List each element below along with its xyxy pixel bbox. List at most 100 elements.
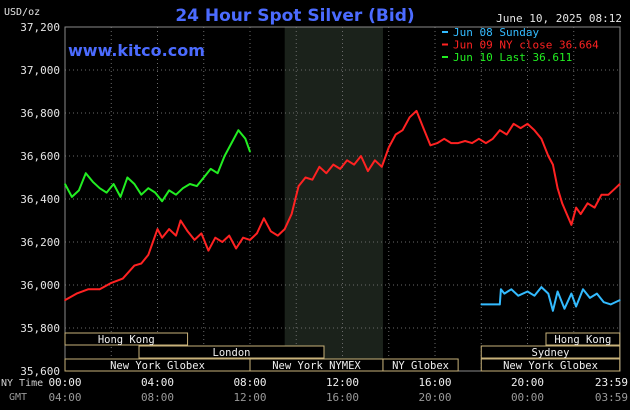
series-point-0: [500, 288, 502, 291]
series-point-1: [353, 163, 355, 166]
x-row-label-ny: NY Time: [1, 378, 43, 389]
series-point-1: [388, 146, 390, 149]
series-point-0: [480, 303, 483, 306]
series-point-2: [244, 138, 247, 140]
x-row-label-gmt: GMT: [9, 392, 27, 403]
series-point-1: [161, 236, 163, 239]
series-point-0: [499, 303, 501, 306]
series-point-2: [64, 183, 66, 185]
series-point-1: [374, 159, 376, 162]
session-label: New York NYMEX: [272, 360, 361, 372]
series-point-1: [242, 236, 244, 239]
series-point-1: [228, 234, 230, 237]
series-point-2: [216, 172, 219, 174]
series-point-1: [297, 185, 300, 187]
series-point-2: [78, 189, 80, 192]
x-tick-label-ny: 20:00: [511, 376, 544, 389]
series-point-0: [589, 297, 591, 299]
series-point-1: [339, 168, 342, 170]
series-point-1: [619, 183, 621, 185]
session-box: [480, 358, 621, 372]
series-point-0: [533, 294, 536, 297]
series-point-1: [140, 262, 143, 265]
series-point-1: [457, 142, 459, 144]
series-point-1: [526, 123, 529, 125]
series-point-1: [401, 129, 404, 131]
series-point-1: [485, 142, 487, 144]
y-tick-label: 37,000: [20, 64, 60, 77]
series-point-1: [186, 230, 189, 233]
series-point-1: [505, 133, 508, 136]
x-tick-label-ny: 12:00: [326, 376, 359, 389]
series-point-1: [556, 187, 559, 189]
x-tick-labels: NY Time GMT 00:00 04:00 04:00 08:00 08:00 12:00…: [1, 376, 628, 404]
series-point-1: [311, 178, 314, 181]
series-point-1: [593, 206, 596, 209]
series-point-1: [277, 234, 279, 237]
series-point-1: [98, 288, 101, 291]
series-point-1: [263, 217, 265, 220]
series-point-2: [119, 196, 122, 198]
series-point-0: [540, 286, 543, 288]
series-point-1: [256, 232, 258, 235]
series-point-1: [533, 129, 536, 131]
x-tick-label-ny: 00:00: [48, 376, 81, 389]
series-point-1: [570, 224, 573, 226]
y-tick-label: 35,800: [20, 322, 60, 335]
series-point-2: [168, 189, 170, 192]
series-point-0: [503, 292, 506, 295]
x-tick-label-gmt: 00:00: [511, 391, 544, 404]
series-point-1: [429, 144, 432, 147]
series-point-1: [168, 228, 170, 230]
grid-lines: [64, 26, 621, 372]
series-point-2: [196, 185, 198, 187]
series-point-0: [610, 303, 612, 306]
series-point-0: [526, 290, 529, 293]
series-point-2: [112, 183, 115, 185]
series-point-2: [133, 183, 136, 185]
session-label: Sydney: [532, 347, 570, 359]
series-point-1: [87, 288, 89, 291]
series-point-1: [290, 213, 293, 215]
series-point-1: [214, 236, 217, 239]
session-box: [545, 332, 621, 346]
y-tick-label: 36,000: [20, 279, 60, 292]
series-point-2: [223, 155, 226, 157]
series-point-1: [325, 172, 328, 174]
series-point-2: [92, 181, 94, 183]
series-point-1: [367, 170, 369, 172]
series-point-0: [517, 294, 520, 297]
series-point-1: [450, 142, 453, 144]
series-point-1: [360, 155, 362, 157]
y-tick-label: 36,400: [20, 193, 60, 206]
y-tick-label: 36,800: [20, 107, 60, 120]
series-point-1: [436, 142, 439, 144]
series-point-1: [561, 202, 563, 205]
series-point-1: [579, 213, 582, 215]
series-point-0: [596, 292, 598, 295]
series-point-0: [547, 292, 550, 295]
series-point-1: [415, 110, 418, 112]
series-point-0: [552, 310, 554, 312]
session-label: London: [213, 347, 251, 359]
series-point-0: [556, 290, 559, 293]
series-point-1: [147, 254, 150, 256]
series-point-2: [98, 187, 101, 189]
series-point-1: [193, 239, 196, 241]
series-point-1: [499, 129, 501, 131]
x-tick-label-gmt: 12:00: [233, 391, 266, 404]
series-point-2: [147, 187, 150, 189]
series-point-1: [478, 138, 480, 140]
series-point-1: [156, 228, 159, 230]
y-axis-unit: USD/oz: [4, 7, 40, 18]
series-point-1: [152, 241, 154, 243]
series-point-2: [105, 191, 108, 194]
series-point-1: [270, 230, 272, 233]
series-point-1: [471, 142, 473, 144]
series-point-1: [586, 202, 589, 205]
series-point-1: [304, 176, 307, 179]
session-label: Hong Kong: [554, 334, 611, 346]
series-point-1: [249, 239, 251, 241]
